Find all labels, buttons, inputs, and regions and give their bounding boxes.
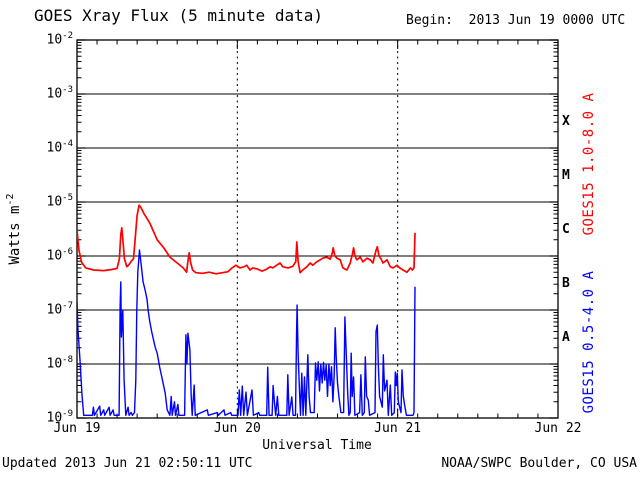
x-tick-label: Jun 21 (374, 421, 422, 436)
legend-long-channel: GOES15 1.0-8.0 A (581, 92, 597, 236)
y-tick-label: 10-9 (46, 409, 74, 426)
x-tick-label: Jun 20 (213, 421, 261, 436)
y-tick-label: 10-8 (46, 355, 74, 372)
y-tick-label: 10-6 (46, 247, 74, 264)
updated-timestamp: Updated 2013 Jun 21 02:50:11 UTC (2, 456, 253, 471)
y-tick-label: 10-2 (46, 31, 74, 48)
short-wavelength-curve (77, 249, 416, 416)
long-wavelength-curve (77, 204, 416, 275)
page-title: GOES Xray Flux (5 minute data) (34, 6, 323, 25)
flare-class-B: B (562, 276, 570, 291)
legend-short-channel: GOES15 0.5-4.0 A (581, 270, 597, 414)
y-tick-label: 10-7 (46, 301, 74, 318)
y-tick-label: 10-3 (46, 85, 74, 102)
flare-class-M: M (562, 168, 570, 183)
source-credit: NOAA/SWPC Boulder, CO USA (441, 456, 637, 471)
plot-border (76, 39, 559, 419)
y-tick-label: 10-4 (46, 139, 74, 156)
flare-class-A: A (562, 330, 570, 345)
flare-class-X: X (562, 114, 570, 129)
x-tick-label: Jun 19 (53, 421, 101, 436)
x-tick-label: Jun 22 (534, 421, 582, 436)
flare-class-C: C (562, 222, 570, 237)
begin-timestamp-label: Begin: 2013 Jun 19 0000 UTC (406, 13, 626, 28)
y-tick-label: 10-5 (46, 193, 74, 210)
x-axis-label: Universal Time (262, 438, 372, 453)
